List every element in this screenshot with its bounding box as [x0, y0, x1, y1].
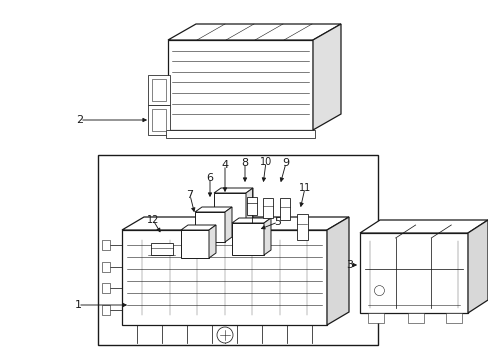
Bar	[151, 243, 173, 255]
Bar	[168, 40, 312, 130]
Text: 5: 5	[274, 217, 281, 227]
Bar	[152, 109, 165, 131]
Text: 2: 2	[76, 115, 83, 125]
Bar	[246, 197, 257, 215]
Bar	[359, 233, 467, 313]
Bar	[102, 283, 110, 293]
Polygon shape	[467, 220, 487, 313]
Bar	[122, 230, 326, 325]
Polygon shape	[195, 207, 231, 212]
Polygon shape	[224, 207, 231, 242]
Polygon shape	[122, 217, 348, 230]
Text: 3: 3	[346, 260, 353, 270]
Bar	[231, 223, 264, 255]
Bar	[102, 240, 110, 250]
Bar	[152, 79, 165, 101]
Polygon shape	[326, 217, 348, 325]
Bar	[280, 198, 289, 220]
Bar	[165, 130, 314, 138]
Text: 7: 7	[186, 190, 193, 200]
Polygon shape	[208, 225, 216, 258]
Circle shape	[217, 327, 232, 343]
Text: 11: 11	[298, 183, 310, 193]
Bar	[214, 193, 245, 225]
Text: 12: 12	[146, 215, 159, 225]
Text: 6: 6	[206, 173, 213, 183]
Bar	[98, 155, 377, 345]
Bar	[181, 230, 208, 258]
Polygon shape	[168, 24, 340, 40]
Text: 4: 4	[221, 160, 228, 170]
Text: 8: 8	[241, 158, 248, 168]
Polygon shape	[214, 188, 252, 193]
Bar	[296, 214, 307, 240]
Bar	[445, 313, 461, 323]
Text: 9: 9	[282, 158, 289, 168]
Circle shape	[374, 285, 384, 296]
Polygon shape	[359, 220, 487, 233]
Bar	[148, 75, 170, 105]
Polygon shape	[264, 218, 270, 255]
Text: 1: 1	[74, 300, 81, 310]
Bar	[102, 305, 110, 315]
Polygon shape	[181, 225, 216, 230]
Polygon shape	[312, 24, 340, 130]
Bar	[367, 313, 383, 323]
Bar	[263, 198, 272, 218]
Text: 10: 10	[259, 157, 271, 167]
Bar	[407, 313, 423, 323]
Polygon shape	[231, 218, 270, 223]
Bar	[148, 105, 170, 135]
Bar	[102, 262, 110, 272]
Polygon shape	[245, 188, 252, 225]
Bar	[195, 212, 224, 242]
